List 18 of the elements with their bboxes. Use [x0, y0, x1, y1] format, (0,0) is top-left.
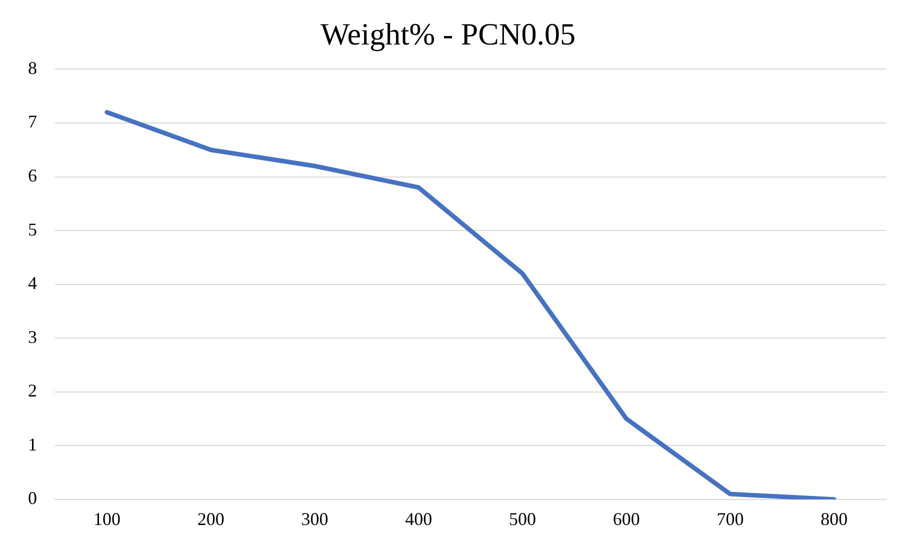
x-tick-label: 300: [301, 508, 328, 529]
x-tick-label: 700: [716, 508, 744, 529]
x-tick-label: 200: [197, 508, 224, 529]
x-tick-label: 800: [820, 508, 848, 529]
x-tick-label: 400: [405, 508, 432, 529]
y-tick-label: 5: [28, 219, 37, 240]
x-tick-label: 100: [93, 508, 120, 529]
y-tick-label: 4: [28, 273, 37, 294]
y-tick-label: 7: [28, 112, 37, 132]
y-tick-label: 3: [28, 326, 37, 347]
y-tick-label: 8: [28, 58, 37, 78]
y-tick-label: 1: [28, 434, 37, 454]
x-tick-label: 600: [612, 508, 640, 529]
y-tick-label: 6: [28, 165, 37, 186]
y-tick-label: 0: [28, 488, 37, 508]
y-tick-label: 2: [28, 380, 37, 401]
chart-title: Weight% - PCN0.05: [320, 16, 576, 52]
x-tick-label: 500: [508, 508, 536, 529]
